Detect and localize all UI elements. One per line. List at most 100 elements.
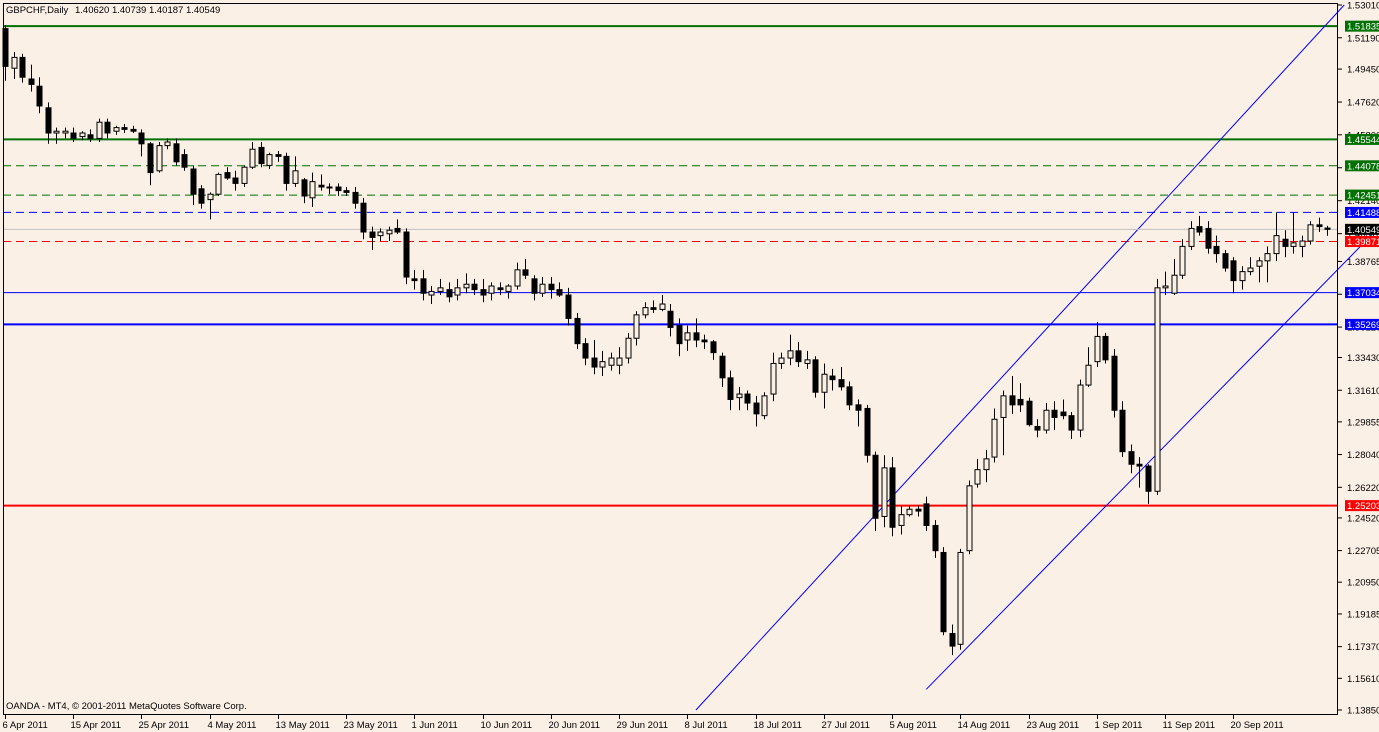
x-tick-label-10: 8 Jul 2011 — [685, 720, 728, 731]
x-tick-label-17: 11 Sep 2011 — [1163, 720, 1215, 731]
x-tick-label-8: 20 Jun 2011 — [549, 720, 601, 731]
y-tick-label-21: 1.15610 — [1347, 674, 1379, 685]
level-label-box-6 — [1345, 287, 1379, 299]
candle-body-100 — [855, 404, 862, 411]
candle-body-129 — [1102, 335, 1109, 361]
candle-body-81 — [693, 332, 700, 341]
candle-body-48 — [411, 278, 418, 282]
candle-body-3 — [28, 78, 35, 85]
candle-body-24 — [207, 193, 214, 201]
candle-body-125 — [1068, 415, 1075, 431]
candle-body-136 — [1162, 285, 1169, 289]
y-tick-label-3: 1.47620 — [1347, 98, 1379, 109]
candle-body-11 — [96, 121, 103, 139]
candle-body-106 — [906, 508, 913, 516]
candle-body-75 — [642, 307, 649, 316]
candle-body-132 — [1128, 451, 1135, 465]
candle-body-103 — [881, 467, 888, 517]
level-label-5: 1.39871 — [1347, 237, 1379, 248]
y-tick-label-13: 1.29855 — [1347, 417, 1379, 428]
candle-body-76 — [650, 307, 657, 310]
y-tick-label-22: 1.13850 — [1347, 706, 1379, 717]
candle-body-54 — [463, 283, 470, 289]
candle-body-19 — [164, 141, 171, 147]
candle-body-50 — [428, 290, 435, 296]
candle-body-141 — [1205, 227, 1212, 249]
candle-body-142 — [1213, 245, 1220, 255]
x-tick-label-9: 29 Jun 2011 — [617, 720, 669, 731]
candle-body-87 — [744, 393, 751, 404]
candle-body-120 — [1026, 400, 1033, 426]
candle-body-88 — [753, 402, 760, 415]
y-tick-label-1: 1.51190 — [1347, 33, 1379, 44]
level-label-0: 1.51835 — [1347, 22, 1379, 33]
candle-body-1 — [11, 56, 18, 69]
candle-body-17 — [147, 143, 154, 174]
candle-body-152 — [1299, 240, 1306, 247]
candle-body-15 — [130, 128, 137, 132]
candle-body-104 — [889, 467, 896, 528]
candles — [2, 24, 1331, 656]
candle-body-115 — [983, 458, 990, 471]
candle-body-55 — [471, 283, 478, 291]
candle-body-139 — [1188, 227, 1195, 247]
level-label-1: 1.45544 — [1347, 135, 1379, 146]
candle-body-44 — [377, 231, 384, 237]
y-tick-label-12: 1.31610 — [1347, 386, 1379, 397]
candle-body-101 — [864, 407, 871, 456]
candle-body-133 — [1136, 463, 1143, 467]
candle-body-148 — [1264, 253, 1271, 262]
candle-body-135 — [1154, 287, 1161, 492]
candle-body-40 — [343, 190, 350, 193]
candle-body-12 — [104, 121, 111, 134]
candle-body-37 — [318, 184, 325, 188]
candle-body-99 — [846, 386, 853, 406]
candle-body-69 — [591, 357, 598, 368]
candle-body-71 — [608, 357, 615, 366]
x-tick-label-14: 14 Aug 2011 — [958, 720, 1011, 731]
candle-body-14 — [121, 127, 128, 130]
candle-body-57 — [488, 285, 495, 294]
candle-body-31 — [266, 154, 273, 166]
x-tick-label-11: 18 Jul 2011 — [754, 720, 802, 731]
x-tick-label-16: 1 Sep 2011 — [1095, 720, 1143, 731]
candle-body-77 — [659, 303, 666, 310]
candle-body-79 — [676, 325, 683, 345]
candle-body-28 — [241, 166, 248, 184]
level-label-box-2 — [1345, 160, 1379, 172]
candle-body-146 — [1247, 267, 1254, 273]
candle-body-39 — [335, 186, 342, 192]
candle-body-9 — [79, 132, 86, 138]
candle-body-56 — [480, 289, 487, 296]
x-tick-label-15: 23 Aug 2011 — [1027, 720, 1080, 731]
y-tick-label-8: 1.38765 — [1347, 257, 1379, 268]
candle-body-107 — [915, 508, 922, 512]
candle-body-51 — [437, 287, 444, 292]
x-tick-label-3: 4 May 2011 — [208, 720, 257, 731]
candle-body-102 — [872, 454, 879, 519]
candle-body-150 — [1282, 238, 1289, 247]
candle-body-53 — [454, 287, 461, 296]
candle-body-35 — [301, 179, 308, 197]
candle-body-7 — [62, 130, 69, 134]
candle-body-112 — [957, 551, 964, 645]
level-label-4: 1.41488 — [1347, 208, 1379, 219]
level-label-box-5 — [1345, 236, 1379, 248]
candle-body-96 — [821, 373, 828, 393]
candle-body-6 — [53, 130, 60, 134]
candle-body-67 — [574, 317, 581, 345]
candle-body-130 — [1111, 355, 1118, 411]
candle-body-20 — [173, 143, 180, 163]
candle-body-36 — [309, 181, 316, 199]
candle-body-60 — [514, 269, 521, 287]
level-label-box-8 — [1345, 500, 1379, 512]
chart-ohlc: 1.40620 1.40739 1.40187 1.40549 — [75, 5, 220, 16]
candle-body-83 — [710, 341, 717, 354]
candle-body-16 — [138, 132, 145, 145]
candle-body-38 — [326, 186, 333, 189]
y-tick-label-14: 1.28040 — [1347, 450, 1379, 461]
y-tick-label-0: 1.53010 — [1347, 1, 1379, 12]
candle-body-25 — [215, 173, 222, 195]
level-labels: 1.51835 1.45544 1.44078 1.42451 1.41488 1.398… — [1345, 20, 1379, 512]
